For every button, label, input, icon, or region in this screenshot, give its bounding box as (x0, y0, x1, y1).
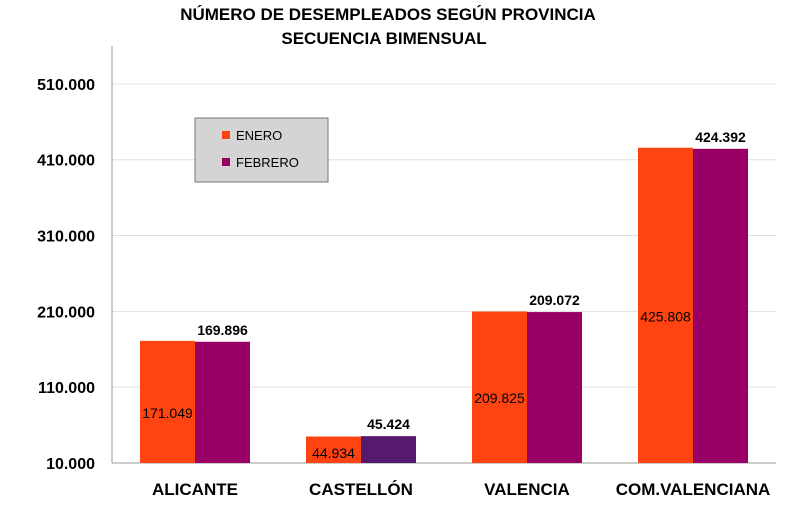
legend-box (194, 117, 329, 183)
y-tick-label: 10.000 (46, 456, 95, 473)
legend-label-enero: ENERO (236, 128, 282, 143)
bar-enero (472, 311, 527, 463)
chart-title: NÚMERO DE DESEMPLEADOS SEGÚN PROVINCIA (180, 5, 596, 24)
x-tick-label: COM.VALENCIANA (616, 480, 771, 499)
x-tick-label: CASTELLÓN (309, 480, 413, 499)
bar-febrero (693, 148, 748, 463)
axes: 10.000 110.000 210.000 310.000 410.000 510.00… (37, 46, 776, 499)
data-labels: 171.049 169.896 44.934 45.424 209.825 209.072… (142, 129, 746, 461)
legend-swatch-enero (222, 131, 230, 139)
data-label-enero: 209.825 (474, 390, 525, 406)
legend-label-febrero: FEBRERO (236, 155, 299, 170)
y-tick-label: 110.000 (38, 380, 95, 397)
bar-enero (140, 340, 195, 463)
data-label-febrero: 169.896 (197, 322, 248, 338)
bars (140, 147, 748, 463)
x-tick-label: VALENCIA (484, 480, 570, 499)
y-tick-label: 510.000 (37, 77, 95, 94)
bar-febrero (195, 341, 250, 463)
data-label-febrero: 424.392 (695, 129, 746, 145)
data-label-enero: 44.934 (312, 445, 355, 461)
y-tick-label: 410.000 (37, 153, 95, 170)
data-label-febrero: 45.424 (367, 416, 410, 432)
legend: ENERO FEBRERO (194, 117, 329, 183)
chart-subtitle: SECUENCIA BIMENSUAL (281, 29, 486, 48)
data-label-enero: 171.049 (142, 405, 193, 421)
y-tick-label: 310.000 (37, 229, 95, 246)
legend-swatch-febrero (222, 158, 230, 166)
x-tick-label: ALICANTE (152, 480, 238, 499)
data-label-febrero: 209.072 (529, 292, 580, 308)
bar-febrero (361, 436, 416, 463)
data-label-enero: 425.808 (640, 308, 691, 324)
bar-febrero (527, 312, 582, 463)
bar-enero (638, 147, 693, 463)
y-tick-label: 210.000 (37, 304, 95, 321)
bar-enero (306, 436, 361, 463)
